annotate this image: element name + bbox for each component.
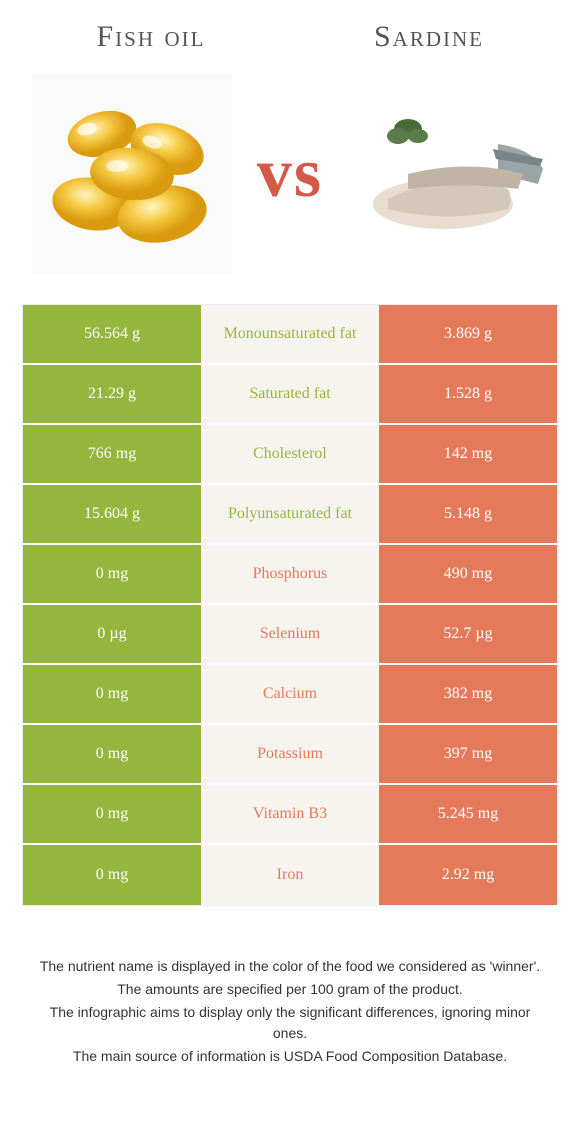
nutrient-name-cell: Cholesterol <box>201 425 379 483</box>
left-value-cell: 0 µg <box>23 605 201 663</box>
left-value-cell: 0 mg <box>23 725 201 783</box>
comparison-table: 56.564 gMonounsaturated fat3.869 g21.29 … <box>22 304 558 906</box>
right-value-cell: 1.528 g <box>379 365 557 423</box>
left-value-cell: 15.604 g <box>23 485 201 543</box>
right-value-cell: 490 mg <box>379 545 557 603</box>
left-value-cell: 56.564 g <box>23 305 201 363</box>
nutrient-name-cell: Iron <box>201 845 379 905</box>
right-value-cell: 382 mg <box>379 665 557 723</box>
nutrient-name-cell: Calcium <box>201 665 379 723</box>
table-row: 0 mgCalcium382 mg <box>23 665 557 725</box>
nutrient-name-cell: Phosphorus <box>201 545 379 603</box>
table-row: 0 mgIron2.92 mg <box>23 845 557 905</box>
footer-notes: The nutrient name is displayed in the co… <box>12 956 568 1067</box>
table-row: 15.604 gPolyunsaturated fat5.148 g <box>23 485 557 545</box>
right-food-title: Sardine <box>290 20 568 54</box>
nutrient-name-cell: Vitamin B3 <box>201 785 379 843</box>
footer-line-2: The amounts are specified per 100 gram o… <box>36 979 544 1000</box>
left-value-cell: 0 mg <box>23 785 201 843</box>
vs-label: vs <box>257 134 323 214</box>
left-value-cell: 21.29 g <box>23 365 201 423</box>
table-row: 56.564 gMonounsaturated fat3.869 g <box>23 305 557 365</box>
nutrient-name-cell: Monounsaturated fat <box>201 305 379 363</box>
right-value-cell: 5.148 g <box>379 485 557 543</box>
left-value-cell: 0 mg <box>23 545 201 603</box>
left-value-cell: 766 mg <box>23 425 201 483</box>
nutrient-name-cell: Saturated fat <box>201 365 379 423</box>
left-food-title: Fish oil <box>12 20 290 54</box>
footer-line-4: The main source of information is USDA F… <box>36 1046 544 1067</box>
table-row: 0 mgVitamin B35.245 mg <box>23 785 557 845</box>
nutrient-name-cell: Selenium <box>201 605 379 663</box>
left-value-cell: 0 mg <box>23 665 201 723</box>
right-value-cell: 5.245 mg <box>379 785 557 843</box>
table-row: 0 µgSelenium52.7 µg <box>23 605 557 665</box>
footer-line-1: The nutrient name is displayed in the co… <box>36 956 544 977</box>
table-row: 0 mgPotassium397 mg <box>23 725 557 785</box>
nutrient-name-cell: Potassium <box>201 725 379 783</box>
header-row: Fish oil Sardine <box>12 20 568 54</box>
nutrient-name-cell: Polyunsaturated fat <box>201 485 379 543</box>
footer-line-3: The infographic aims to display only the… <box>36 1002 544 1044</box>
table-row: 21.29 gSaturated fat1.528 g <box>23 365 557 425</box>
images-row: vs <box>12 64 568 304</box>
right-value-cell: 2.92 mg <box>379 845 557 905</box>
right-value-cell: 142 mg <box>379 425 557 483</box>
fish-oil-image <box>32 74 232 274</box>
table-row: 0 mgPhosphorus490 mg <box>23 545 557 605</box>
sardine-image <box>348 74 548 274</box>
table-row: 766 mgCholesterol142 mg <box>23 425 557 485</box>
right-value-cell: 3.869 g <box>379 305 557 363</box>
right-value-cell: 397 mg <box>379 725 557 783</box>
right-value-cell: 52.7 µg <box>379 605 557 663</box>
left-value-cell: 0 mg <box>23 845 201 905</box>
